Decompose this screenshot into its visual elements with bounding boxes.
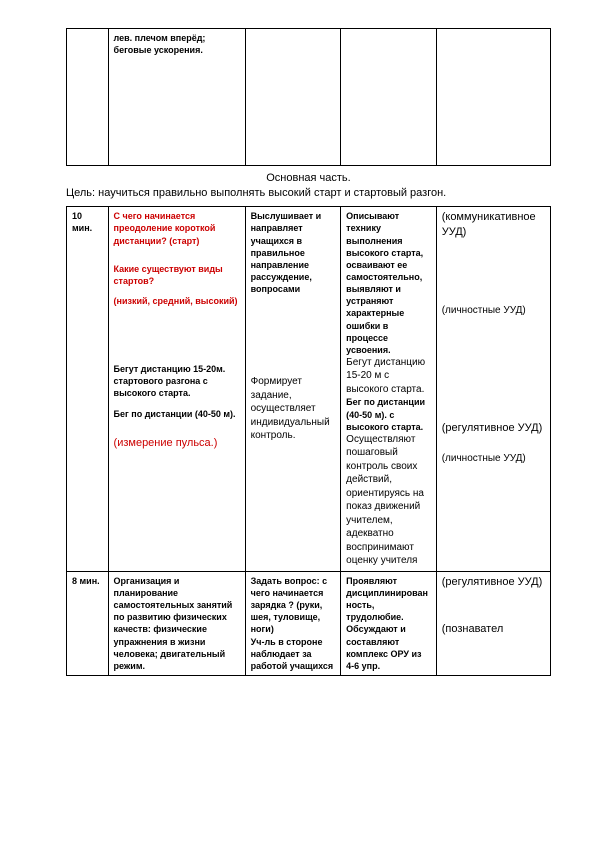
- r3-u1: (регулятивное УУД): [442, 575, 546, 590]
- r2-u1: (коммуникативное УУД): [442, 210, 546, 240]
- row-8min: 8 мин. Организация и планирование самост…: [67, 571, 551, 675]
- r2-col2: С чего начинается преодоление короткой д…: [108, 207, 245, 572]
- r2-col1-text: 10 мин.: [72, 211, 92, 233]
- top-col2: лев. плечом вперёд; беговые ускорения.: [108, 29, 245, 166]
- r2-q3: (низкий, средний, высокий): [114, 295, 241, 307]
- r2-col1: 10 мин.: [67, 207, 109, 572]
- r3-c4b: Обсуждают и составляют комплекс ОРУ из 4…: [346, 623, 432, 672]
- top-col3: [245, 29, 341, 166]
- r2-col4: Описывают технику выполнения высокого ст…: [341, 207, 437, 572]
- top-col1: [67, 29, 109, 166]
- r2-t2: Бег по дистанции (40-50 м).: [114, 408, 241, 420]
- r2-c4c: Бег по дистанции (40-50 м). с высокого с…: [346, 396, 432, 432]
- r2-c4a: Описывают технику выполнения высокого ст…: [346, 210, 432, 356]
- top-col5: [436, 29, 550, 166]
- r3-c2: Организация и планирование самостоятельн…: [114, 576, 233, 671]
- r2-q2: Какие существуют виды стартов?: [114, 263, 241, 287]
- r3-col1-text: 8 мин.: [72, 576, 100, 586]
- section-goal: Цель: научиться правильно выполнять высо…: [66, 186, 551, 200]
- main-table: 10 мин. С чего начинается преодоление ко…: [66, 206, 551, 676]
- r2-c4d: Осуществляют пошаговый контроль своих де…: [346, 433, 432, 568]
- r2-c4b: Бегут дистанцию 15-20 м с высокого старт…: [346, 356, 432, 397]
- r2-q1: С чего начинается преодоление короткой д…: [114, 210, 241, 246]
- r2-u3: (регулятивное УУД): [442, 421, 546, 436]
- r3-u2: (познавател: [442, 622, 546, 637]
- r3-c3a: Задать вопрос: с чего начинается зарядка…: [251, 575, 337, 636]
- r3-c4a: Проявляют дисциплинированность, трудолюб…: [346, 575, 432, 624]
- top-row: лев. плечом вперёд; беговые ускорения.: [67, 29, 551, 166]
- r2-col3: Выслушивает и направляет учащихся в прав…: [245, 207, 341, 572]
- top-col4: [341, 29, 437, 166]
- top-col2-text: лев. плечом вперёд; беговые ускорения.: [114, 33, 206, 55]
- top-table: лев. плечом вперёд; беговые ускорения.: [66, 28, 551, 166]
- r2-u2: (личностные УУД): [442, 304, 546, 318]
- r2-c3a: Выслушивает и направляет учащихся в прав…: [251, 210, 337, 295]
- r3-col3: Задать вопрос: с чего начинается зарядка…: [245, 571, 341, 675]
- document-page: лев. плечом вперёд; беговые ускорения. О…: [0, 0, 595, 676]
- r3-col1: 8 мин.: [67, 571, 109, 675]
- r3-col5: (регулятивное УУД) (познавател: [436, 571, 550, 675]
- section-title: Основная часть.: [66, 172, 551, 184]
- row-10min: 10 мин. С чего начинается преодоление ко…: [67, 207, 551, 572]
- r2-u4: (личностные УУД): [442, 452, 546, 466]
- r3-col2: Организация и планирование самостоятельн…: [108, 571, 245, 675]
- r3-c3b: Уч-ль в стороне наблюдает за работой уча…: [251, 636, 337, 672]
- r2-c3b: Формирует задание, осуществляет индивиду…: [251, 375, 337, 443]
- r3-col4: Проявляют дисциплинированность, трудолюб…: [341, 571, 437, 675]
- r2-pulse: (измерение пульса.): [114, 436, 241, 451]
- r2-t1: Бегут дистанцию 15-20м. стартового разго…: [114, 363, 241, 399]
- r2-col5: (коммуникативное УУД) (личностные УУД) (…: [436, 207, 550, 572]
